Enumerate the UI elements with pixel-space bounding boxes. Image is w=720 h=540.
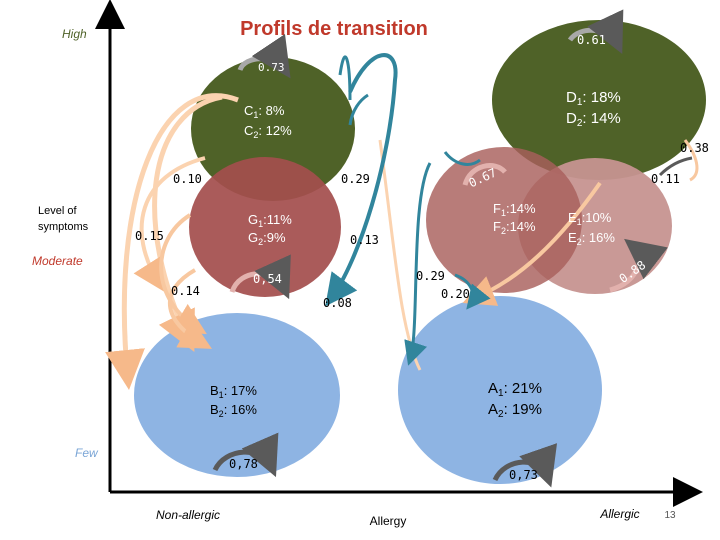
- prob-008: 0.08: [323, 296, 352, 310]
- svg-text:C2: 12%: C2: 12%: [244, 123, 292, 140]
- page-title: Profils de transition: [240, 18, 428, 40]
- prob-014: 0.14: [171, 284, 200, 298]
- cluster-d-circle: [492, 20, 706, 180]
- svg-text:A2: 19%: A2: 19%: [488, 401, 542, 420]
- svg-text:E2: 16%: E2: 16%: [568, 230, 615, 247]
- svg-text:F1:14%: F1:14%: [493, 201, 536, 218]
- cluster-a-circle: [398, 296, 602, 484]
- axis-label-line2: symptoms: [38, 221, 89, 233]
- prob-029b: 0.29: [416, 269, 445, 283]
- arrow-f-to-a-small: [454, 273, 491, 310]
- cluster-a-label: A1: 21% A2: 19%: [488, 380, 542, 420]
- cluster-b-circle: [134, 313, 340, 477]
- x-axis-left-label: Non-allergic: [156, 508, 220, 522]
- arrow-g-up: [348, 93, 369, 126]
- loop-e: [609, 238, 668, 293]
- arrow-g-to-b-a: [159, 213, 207, 335]
- prob-011: 0.11: [651, 172, 680, 186]
- cluster-b-label: B1: 17% B2: 16%: [210, 383, 257, 419]
- arrow-d-to-g: [325, 53, 398, 307]
- axis-moderate-label: Moderate: [32, 254, 83, 268]
- cluster-f-label: F1:14% F2:14%: [493, 201, 536, 236]
- prob-d-right: 0.38: [680, 141, 709, 155]
- svg-text:G2:9%: G2:9%: [248, 230, 286, 247]
- arrow-d-right: [683, 139, 699, 182]
- axis-label-line1: Level of: [38, 205, 77, 217]
- arrow-f-top: [443, 151, 481, 166]
- svg-text:G1:11%: G1:11%: [248, 212, 292, 229]
- arrow-c-to-g: [133, 156, 206, 292]
- svg-text:B2: 16%: B2: 16%: [210, 402, 257, 419]
- prob-c-stay: 0.73: [258, 61, 285, 74]
- loop-f: [462, 163, 507, 186]
- x-axis-title: Allergy: [370, 514, 407, 528]
- prob-b-stay: 0,78: [229, 457, 258, 471]
- loop-c: [237, 33, 291, 79]
- arrow-g-to-b-b: [168, 268, 212, 349]
- axis-few-label: Few: [75, 446, 99, 460]
- page-number: 13: [664, 510, 676, 521]
- prob-d-stay: 0.61: [577, 33, 606, 47]
- loop-b: [212, 432, 279, 478]
- svg-text:D2: 14%: D2: 14%: [566, 110, 621, 129]
- axis-high-label: High: [62, 27, 87, 41]
- loop-g: [229, 254, 291, 300]
- svg-text:F2:14%: F2:14%: [493, 219, 536, 236]
- cluster-g-label: G1:11% G2:9%: [248, 212, 292, 247]
- prob-020: 0.20: [441, 287, 470, 301]
- x-axis-right-label: Allergic: [599, 507, 639, 521]
- loop-a: [492, 443, 557, 488]
- svg-text:E1:10%: E1:10%: [568, 210, 612, 227]
- cluster-e-label: E1:10% E2: 16%: [568, 210, 615, 247]
- arrow-c-up: [338, 55, 352, 101]
- arrow-c-to-b-long: [105, 93, 239, 390]
- prob-029a: 0.29: [341, 172, 370, 186]
- svg-text:B1: 17%: B1: 17%: [210, 383, 257, 400]
- cluster-c-label: C1: 8% C2: 12%: [244, 103, 292, 140]
- prob-013: 0.13: [350, 233, 379, 247]
- arrow-e-right: [658, 156, 693, 177]
- cluster-d-label: D1: 18% D2: 14%: [566, 89, 621, 129]
- cluster-g-circle: [189, 157, 341, 297]
- prob-g-stay: 0,54: [253, 272, 282, 286]
- arrow-f-to-a: [404, 162, 432, 366]
- prob-015: 0.15: [135, 229, 164, 243]
- svg-text:A1: 21%: A1: 21%: [488, 380, 542, 399]
- prob-010: 0.10: [173, 172, 202, 186]
- loop-d: [567, 9, 624, 55]
- svg-text:C1: 8%: C1: 8%: [244, 103, 285, 120]
- prob-a-stay: 0,73: [509, 468, 538, 482]
- svg-text:D1: 18%: D1: 18%: [566, 89, 621, 108]
